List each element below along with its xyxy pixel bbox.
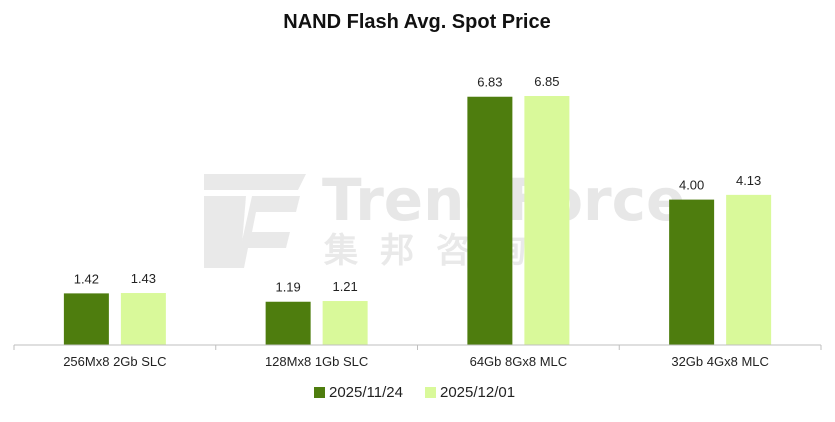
legend: 2025/11/24 2025/12/01 [314, 384, 515, 401]
bar-value-label: 4.00 [679, 178, 704, 193]
bars-group [63, 96, 772, 345]
bar [467, 96, 513, 345]
bar [669, 199, 715, 345]
trendforce-logo-icon [204, 174, 306, 268]
bar [322, 301, 368, 345]
bar [265, 301, 311, 345]
legend-swatch [314, 387, 325, 398]
legend-entry: 2025/12/01 [440, 384, 515, 401]
bar-value-label: 1.42 [74, 271, 99, 286]
x-tick-label: 32Gb 4Gx8 MLC [671, 354, 769, 369]
bar [726, 194, 772, 345]
legend-swatch [425, 387, 436, 398]
trendforce-watermark: TrendForce 集邦咨询 [204, 166, 685, 271]
x-axis: 256Mx8 2Gb SLC 128Mx8 1Gb SLC 64Gb 8Gx8 ML… [13, 344, 822, 369]
bar-value-label: 1.19 [275, 280, 300, 295]
x-tick-label: 256Mx8 2Gb SLC [63, 354, 166, 369]
bar-value-label: 1.43 [131, 271, 156, 286]
bar-value-label: 1.21 [332, 279, 357, 294]
x-tick-label: 64Gb 8Gx8 MLC [470, 354, 568, 369]
bar-value-label: 4.13 [736, 173, 761, 188]
bar [120, 293, 166, 345]
bar-value-label: 6.85 [534, 74, 559, 89]
bar-value-label: 6.83 [477, 75, 502, 90]
watermark-subtext: 集邦咨询 [323, 231, 548, 271]
chart-title: NAND Flash Avg. Spot Price [283, 11, 550, 33]
value-labels-group: 1.42 1.43 1.19 1.21 6.83 6.85 4.00 4.13 [74, 74, 762, 295]
bar [63, 293, 109, 345]
bar [524, 96, 570, 345]
legend-entry: 2025/11/24 [329, 384, 403, 401]
x-tick-label: 128Mx8 1Gb SLC [265, 354, 368, 369]
